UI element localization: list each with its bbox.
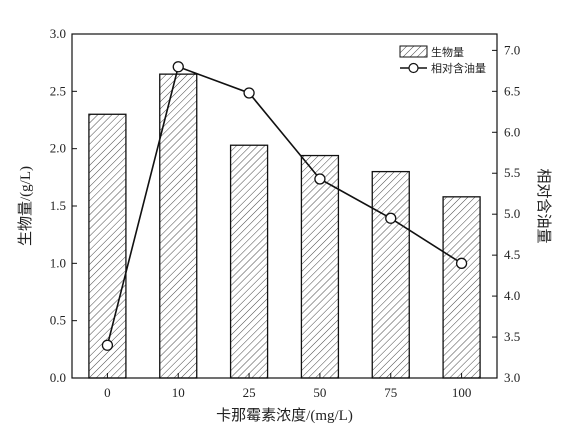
line-point xyxy=(455,257,468,269)
right-y-axis-title: 相对含油量 xyxy=(535,168,552,243)
right-tick-label: 7.0 xyxy=(504,42,520,57)
legend-label: 生物量 xyxy=(431,45,464,59)
left-tick-label: 0.5 xyxy=(50,313,66,328)
x-tick-label: 50 xyxy=(313,385,326,400)
right-tick-label: 3.0 xyxy=(504,370,520,385)
right-tick-label: 5.5 xyxy=(504,165,520,180)
bar xyxy=(371,170,410,379)
legend-marker xyxy=(408,62,419,74)
right-tick-label: 6.0 xyxy=(504,124,520,139)
line-point xyxy=(243,87,255,99)
bar xyxy=(442,196,481,379)
right-tick-label: 5.0 xyxy=(504,206,520,221)
bar xyxy=(229,144,269,379)
right-tick-label: 6.5 xyxy=(504,83,520,98)
x-tick-label: 10 xyxy=(172,385,185,400)
plot-area xyxy=(88,61,481,379)
legend-label: 相对含油量 xyxy=(431,61,486,75)
left-tick-label: 3.0 xyxy=(50,26,66,41)
left-y-axis-title: 生物量/(g/L) xyxy=(17,166,34,246)
bar xyxy=(300,154,340,379)
bar xyxy=(88,113,127,379)
x-tick-label: 0 xyxy=(104,385,111,400)
left-tick-label: 1.5 xyxy=(50,198,66,213)
x-tick-label: 100 xyxy=(452,385,472,400)
bar xyxy=(159,73,198,379)
x-axis-title: 卡那霉素浓度/(mg/L) xyxy=(216,407,353,424)
legend-bar-swatch xyxy=(399,45,428,58)
axes: 0.0 0.5 1.0 1.5 2.0 2.5 3.0 3.0 3.5 4.0 4.5 5.0 5.5 6… xyxy=(50,26,521,400)
left-tick-label: 2.0 xyxy=(50,141,66,156)
series-line xyxy=(106,65,463,346)
right-tick-label: 4.0 xyxy=(504,288,520,303)
plot-frame xyxy=(71,33,498,379)
x-tick-label: 75 xyxy=(384,385,397,400)
right-tick-label: 3.5 xyxy=(504,329,520,344)
line-point xyxy=(385,212,397,224)
line-point xyxy=(314,173,326,185)
x-tick-label: 25 xyxy=(243,385,256,400)
left-tick-label: 0.0 xyxy=(50,370,66,385)
line-point xyxy=(101,339,114,351)
left-tick-label: 2.5 xyxy=(50,83,66,98)
left-tick-label: 1.0 xyxy=(50,255,66,270)
line-point xyxy=(172,61,184,73)
right-tick-label: 4.5 xyxy=(504,247,520,262)
